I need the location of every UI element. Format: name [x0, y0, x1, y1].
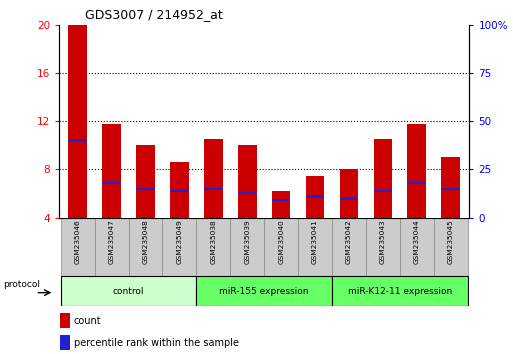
- Bar: [340, 170, 358, 218]
- FancyBboxPatch shape: [366, 218, 400, 276]
- Text: GSM235048: GSM235048: [143, 219, 148, 264]
- FancyBboxPatch shape: [298, 218, 332, 276]
- Bar: [204, 188, 223, 190]
- Bar: [373, 190, 392, 192]
- FancyBboxPatch shape: [163, 218, 196, 276]
- Text: GSM235042: GSM235042: [346, 219, 352, 264]
- Text: percentile rank within the sample: percentile rank within the sample: [74, 338, 239, 348]
- FancyBboxPatch shape: [434, 218, 468, 276]
- Bar: [306, 195, 324, 198]
- Bar: [60, 313, 70, 329]
- Text: GSM235045: GSM235045: [448, 219, 453, 264]
- Text: GSM235046: GSM235046: [75, 219, 81, 264]
- Text: GSM235038: GSM235038: [210, 219, 216, 264]
- Text: GSM235041: GSM235041: [312, 219, 318, 264]
- FancyBboxPatch shape: [61, 218, 94, 276]
- FancyBboxPatch shape: [332, 218, 366, 276]
- Bar: [407, 182, 426, 184]
- Bar: [272, 191, 290, 218]
- Text: GSM235043: GSM235043: [380, 219, 386, 264]
- FancyBboxPatch shape: [264, 218, 298, 276]
- Bar: [170, 190, 189, 192]
- Bar: [407, 124, 426, 218]
- Text: GSM235044: GSM235044: [414, 219, 420, 264]
- Text: protocol: protocol: [3, 280, 40, 289]
- Bar: [60, 335, 70, 350]
- Bar: [340, 197, 358, 200]
- Bar: [306, 176, 324, 218]
- FancyBboxPatch shape: [400, 218, 434, 276]
- Bar: [68, 139, 87, 142]
- Bar: [68, 25, 87, 218]
- Bar: [102, 124, 121, 218]
- Text: GSM235040: GSM235040: [278, 219, 284, 264]
- Bar: [373, 139, 392, 218]
- Bar: [136, 188, 155, 190]
- FancyBboxPatch shape: [94, 218, 129, 276]
- FancyBboxPatch shape: [196, 218, 230, 276]
- FancyBboxPatch shape: [129, 218, 163, 276]
- Text: GSM235049: GSM235049: [176, 219, 183, 264]
- Text: GSM235039: GSM235039: [244, 219, 250, 264]
- Bar: [204, 139, 223, 218]
- Bar: [272, 199, 290, 201]
- Bar: [61, 276, 196, 306]
- Bar: [441, 158, 460, 218]
- Bar: [238, 145, 256, 218]
- Text: GSM235047: GSM235047: [109, 219, 114, 264]
- Bar: [196, 276, 332, 306]
- Bar: [238, 192, 256, 194]
- Text: miR-155 expression: miR-155 expression: [220, 287, 309, 296]
- Bar: [136, 145, 155, 218]
- Text: count: count: [74, 316, 102, 326]
- Text: GDS3007 / 214952_at: GDS3007 / 214952_at: [85, 8, 223, 21]
- Text: control: control: [113, 287, 144, 296]
- Bar: [441, 188, 460, 190]
- FancyBboxPatch shape: [230, 218, 264, 276]
- Bar: [102, 182, 121, 184]
- Text: miR-K12-11 expression: miR-K12-11 expression: [348, 287, 452, 296]
- Bar: [170, 162, 189, 218]
- Bar: [332, 276, 468, 306]
